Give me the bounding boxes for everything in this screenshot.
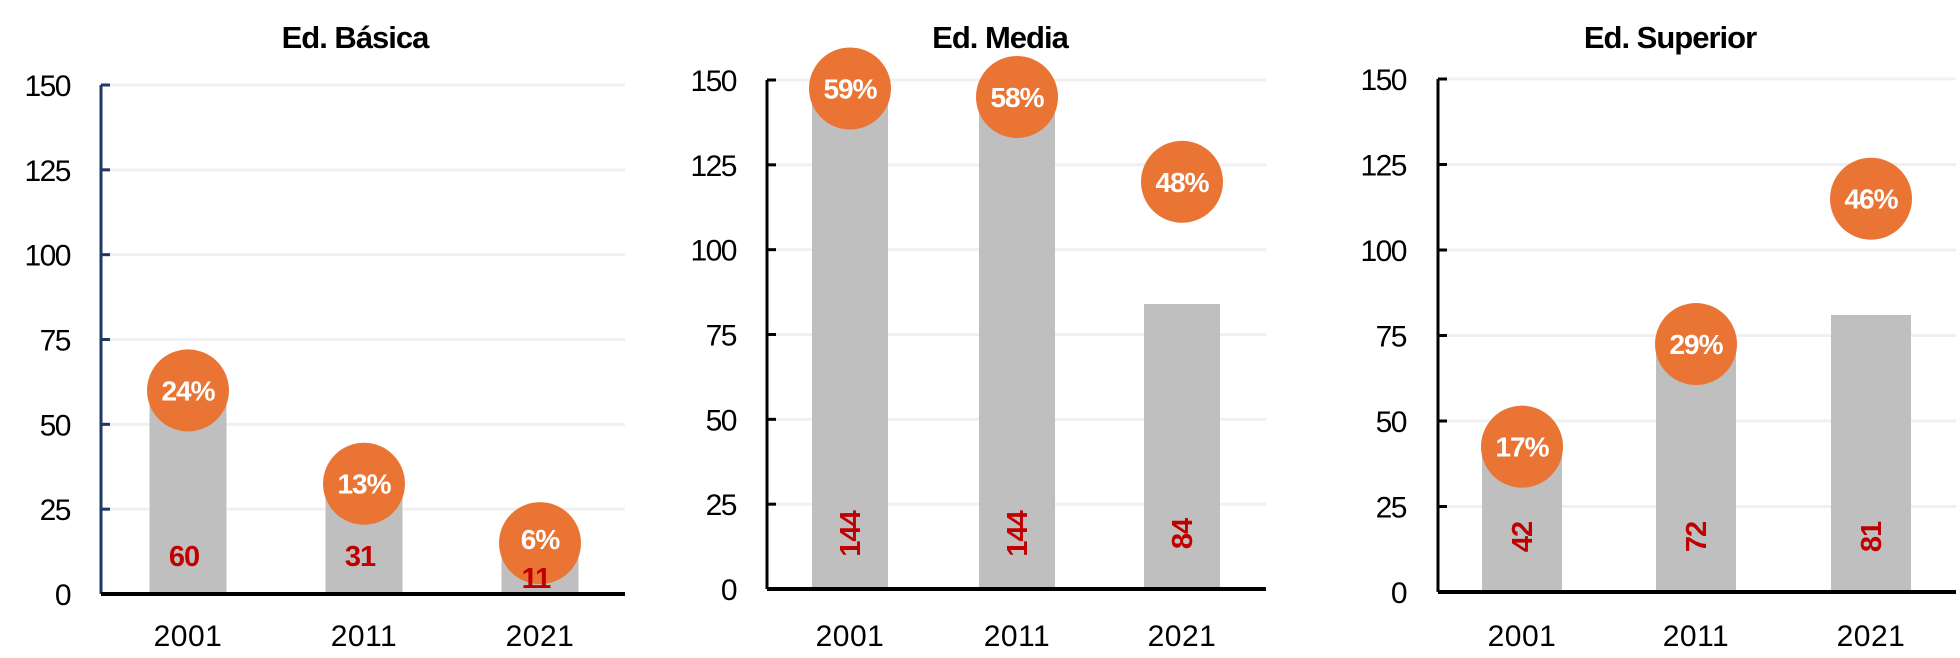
percent-label: 59% (823, 73, 877, 104)
y-tick-label: 50 (706, 404, 737, 437)
y-tick-label: 100 (24, 240, 70, 273)
value-label: 60 (169, 541, 199, 573)
percent-label: 48% (1155, 167, 1209, 198)
value-label: 84 (1167, 518, 1199, 549)
value-label: 72 (1681, 522, 1713, 552)
y-tick-label: 100 (1360, 235, 1406, 268)
y-tick-label: 100 (690, 235, 736, 268)
chart-panel-0: Ed. Básica 0 25 50 75 100 125 150 60 31 11 24% 13% 6%… (24, 20, 625, 653)
y-tick-label: 150 (690, 65, 736, 98)
percent-bubble (976, 55, 1058, 138)
chart-panel-1: Ed. Media 0 25 50 75 100 125 150 144 144 84 59% 58% 4… (690, 20, 1266, 653)
percent-bubble (323, 442, 405, 525)
y-tick-label: 0 (55, 579, 71, 612)
y-tick-label: 125 (1360, 150, 1406, 183)
bar-2001 (812, 100, 888, 590)
value-label: 144 (1002, 510, 1034, 556)
percent-bubble (809, 47, 891, 130)
y-tick-label: 125 (690, 150, 736, 183)
percent-label: 13% (337, 469, 391, 500)
percent-label: 58% (990, 82, 1044, 113)
percent-bubble (1830, 157, 1912, 240)
percent-bubble (1655, 303, 1737, 386)
value-label: 42 (1507, 522, 1539, 552)
x-tick-label: 2011 (331, 620, 398, 653)
bar-2011 (979, 100, 1055, 590)
percent-label: 6% (521, 524, 561, 555)
chart-title: Ed. Superior (1584, 20, 1757, 55)
y-tick-label: 75 (706, 320, 737, 353)
y-tick-label: 75 (40, 325, 71, 358)
x-tick-label: 2011 (1663, 620, 1730, 653)
x-tick-label: 2001 (154, 620, 223, 653)
y-tick-label: 125 (24, 155, 70, 188)
x-tick-label: 2001 (1488, 620, 1557, 653)
value-label: 81 (1856, 521, 1888, 552)
chart-title: Ed. Básica (282, 20, 431, 55)
y-tick-label: 25 (40, 494, 71, 527)
y-tick-label: 0 (721, 574, 737, 607)
y-tick-label: 50 (1376, 406, 1407, 439)
x-tick-label: 2001 (816, 620, 885, 653)
percent-label: 17% (1495, 432, 1549, 463)
percent-label: 24% (161, 375, 215, 406)
y-tick-label: 0 (1391, 577, 1407, 610)
x-tick-label: 2021 (1148, 620, 1217, 653)
x-tick-label: 2011 (984, 620, 1051, 653)
bar-2011 (1656, 345, 1736, 592)
percent-bubble (1141, 140, 1223, 223)
percent-label: 46% (1844, 184, 1898, 215)
y-tick-label: 25 (1376, 492, 1407, 525)
percent-bubble (147, 349, 229, 432)
value-label: 144 (835, 510, 867, 556)
bar-2021 (1144, 303, 1220, 589)
bar-2021 (1831, 314, 1911, 592)
percent-bubble (499, 502, 581, 585)
y-tick-label: 150 (24, 70, 70, 103)
y-tick-label: 75 (1376, 321, 1407, 354)
percent-label: 29% (1669, 329, 1723, 360)
y-tick-label: 50 (40, 409, 71, 442)
x-tick-label: 2021 (1837, 620, 1906, 653)
x-tick-label: 2021 (506, 620, 575, 653)
y-tick-label: 25 (706, 489, 737, 522)
y-tick-label: 150 (1360, 64, 1406, 97)
percent-bubble (1481, 405, 1563, 488)
chart-title: Ed. Media (932, 20, 1069, 55)
chart-panel-2: Ed. Superior 0 25 50 75 100 125 150 42 72 81 17% 29%… (1360, 20, 1956, 653)
value-label: 11 (522, 563, 552, 595)
value-label: 31 (345, 541, 376, 573)
